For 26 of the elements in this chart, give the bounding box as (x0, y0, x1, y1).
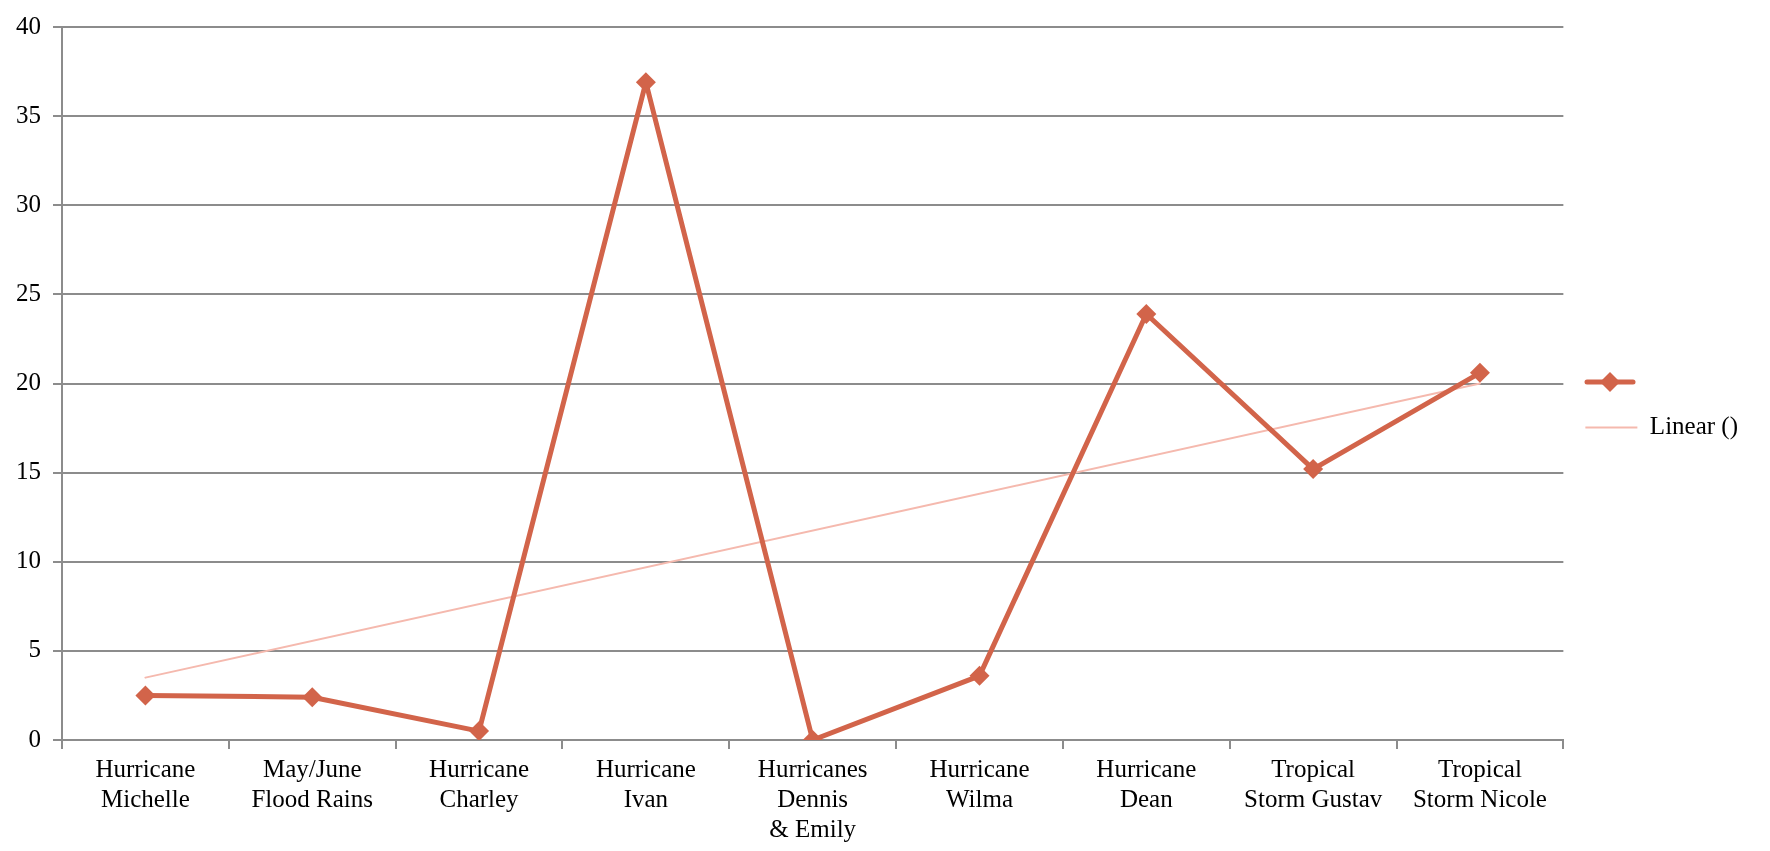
y-tick-label: 40 (16, 11, 41, 39)
x-tick-label: Hurricane Charley (429, 754, 530, 812)
x-tick-label: May/June Flood Rains (251, 754, 373, 812)
point (1303, 459, 1324, 480)
x-tick-label: Hurricane Dean (1096, 754, 1197, 812)
y-tick-label: 10 (16, 546, 41, 574)
x-tick-label: Hurricane Wilma (929, 754, 1030, 812)
x-tick-label: Tropical Storm Nicole (1412, 754, 1547, 812)
point (135, 685, 156, 706)
x-tick-label: Hurricane Michelle (95, 754, 196, 812)
point (469, 721, 490, 740)
x-tick-label: Hurricanes Dennis & Emily (757, 754, 868, 842)
legend-label: Linear () (1649, 412, 1739, 441)
x-tick-label: Hurricane Ivan (595, 754, 696, 812)
y-tick-label: 5 (28, 635, 41, 663)
y-tick-label: 15 (16, 457, 41, 485)
y-tick-label: 25 (16, 278, 41, 306)
point (1469, 362, 1490, 383)
point (302, 687, 323, 708)
y-tick-label: 0 (28, 724, 41, 752)
y-tick-label: 35 (16, 100, 41, 128)
point (1136, 303, 1157, 324)
y-tick-label: 20 (16, 368, 41, 396)
x-tick-label: Tropical Storm Gustav (1244, 754, 1383, 812)
point (969, 665, 990, 686)
y-tick-label: 30 (16, 189, 41, 217)
